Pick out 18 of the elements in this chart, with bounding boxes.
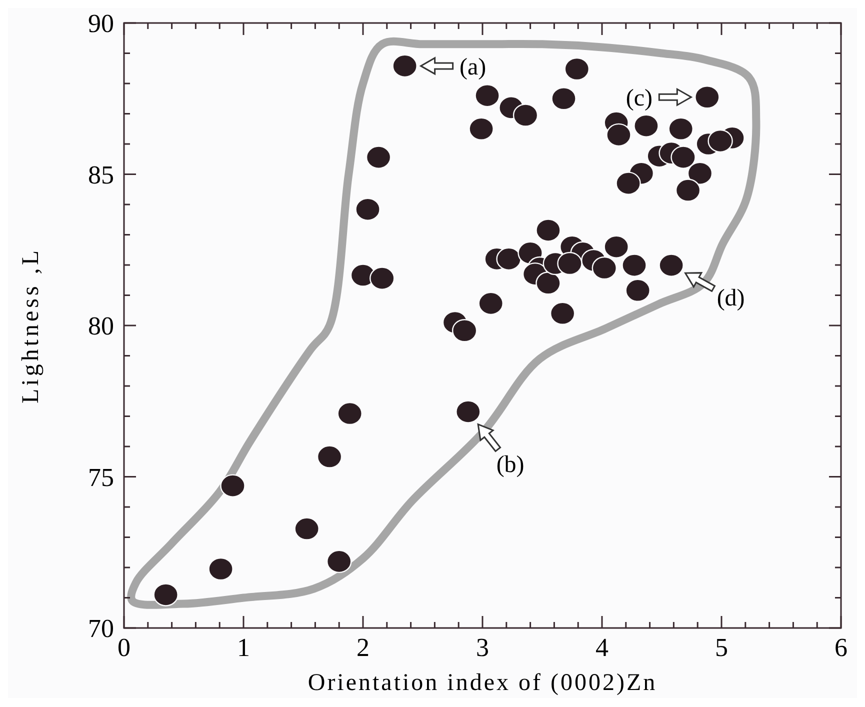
x-tick-label: 2 [356, 633, 370, 662]
x-tick-label: 1 [237, 633, 250, 662]
y-tick-label: 90 [88, 9, 114, 38]
y-tick-label: 75 [88, 462, 114, 492]
y-tick-label: 85 [88, 160, 114, 190]
x-axis-title: Orientation index of (0002)Zn [308, 670, 658, 696]
annotation: (d) [716, 286, 745, 312]
annotation: (b) [496, 452, 524, 478]
y-axis-title: Lightness ,L [18, 248, 44, 404]
x-tick-label: 5 [715, 633, 728, 662]
annotation: (c) [626, 86, 652, 112]
x-tick-label: 4 [596, 633, 608, 662]
y-tick-label: 70 [88, 614, 114, 644]
x-tick-label: 3 [476, 633, 489, 662]
y-tick-label: 80 [88, 312, 114, 341]
annotation: (a) [460, 54, 486, 80]
x-tick-label: 6 [834, 633, 848, 662]
x-tick-label: 0 [118, 633, 130, 662]
